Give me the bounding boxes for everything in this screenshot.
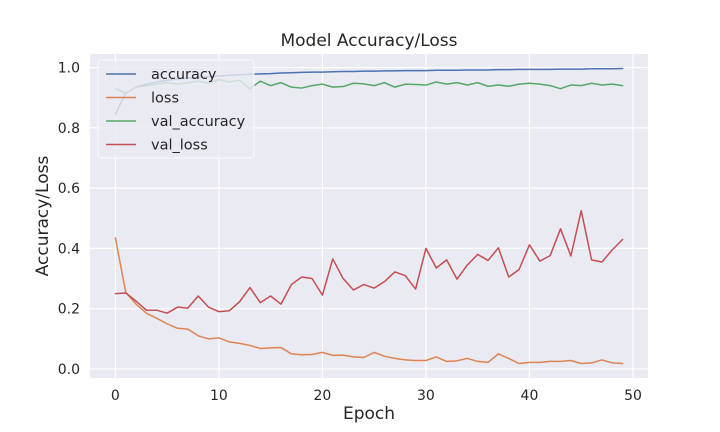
x-tick-label: 0 <box>111 388 120 404</box>
legend-box <box>97 59 255 159</box>
grid <box>90 54 648 378</box>
x-tick-label: 50 <box>624 388 642 404</box>
y-tick-label: 0.8 <box>58 121 80 137</box>
series-line-loss <box>114 237 624 365</box>
y-tick-label: 0.6 <box>58 181 80 197</box>
x-tick-label: 20 <box>313 388 331 404</box>
y-tick-label: 0.0 <box>58 362 80 378</box>
series-line-val-loss <box>114 209 624 314</box>
chart-title: Model Accuracy/Loss <box>280 31 457 51</box>
legend: accuracy loss val_accuracy val_loss <box>97 59 255 159</box>
legend-label-accuracy: accuracy <box>151 67 217 83</box>
x-tick-label: 40 <box>521 388 539 404</box>
legend-label-loss: loss <box>151 91 179 107</box>
legend-label-val-loss: val_loss <box>151 138 208 154</box>
y-axis-label: Accuracy/Loss <box>33 156 53 277</box>
y-tick-label: 1.0 <box>58 61 80 77</box>
x-tick-label: 10 <box>210 388 228 404</box>
x-axis-label: Epoch <box>343 404 395 424</box>
y-tick-label: 0.2 <box>58 302 80 318</box>
tick-labels: 0 10 20 30 40 50 0.0 0.2 0.4 0.6 0.8 1.0 <box>58 61 642 404</box>
y-tick-label: 0.4 <box>58 241 80 257</box>
x-tick-label: 30 <box>417 388 435 404</box>
legend-label-val-accuracy: val_accuracy <box>151 114 246 130</box>
